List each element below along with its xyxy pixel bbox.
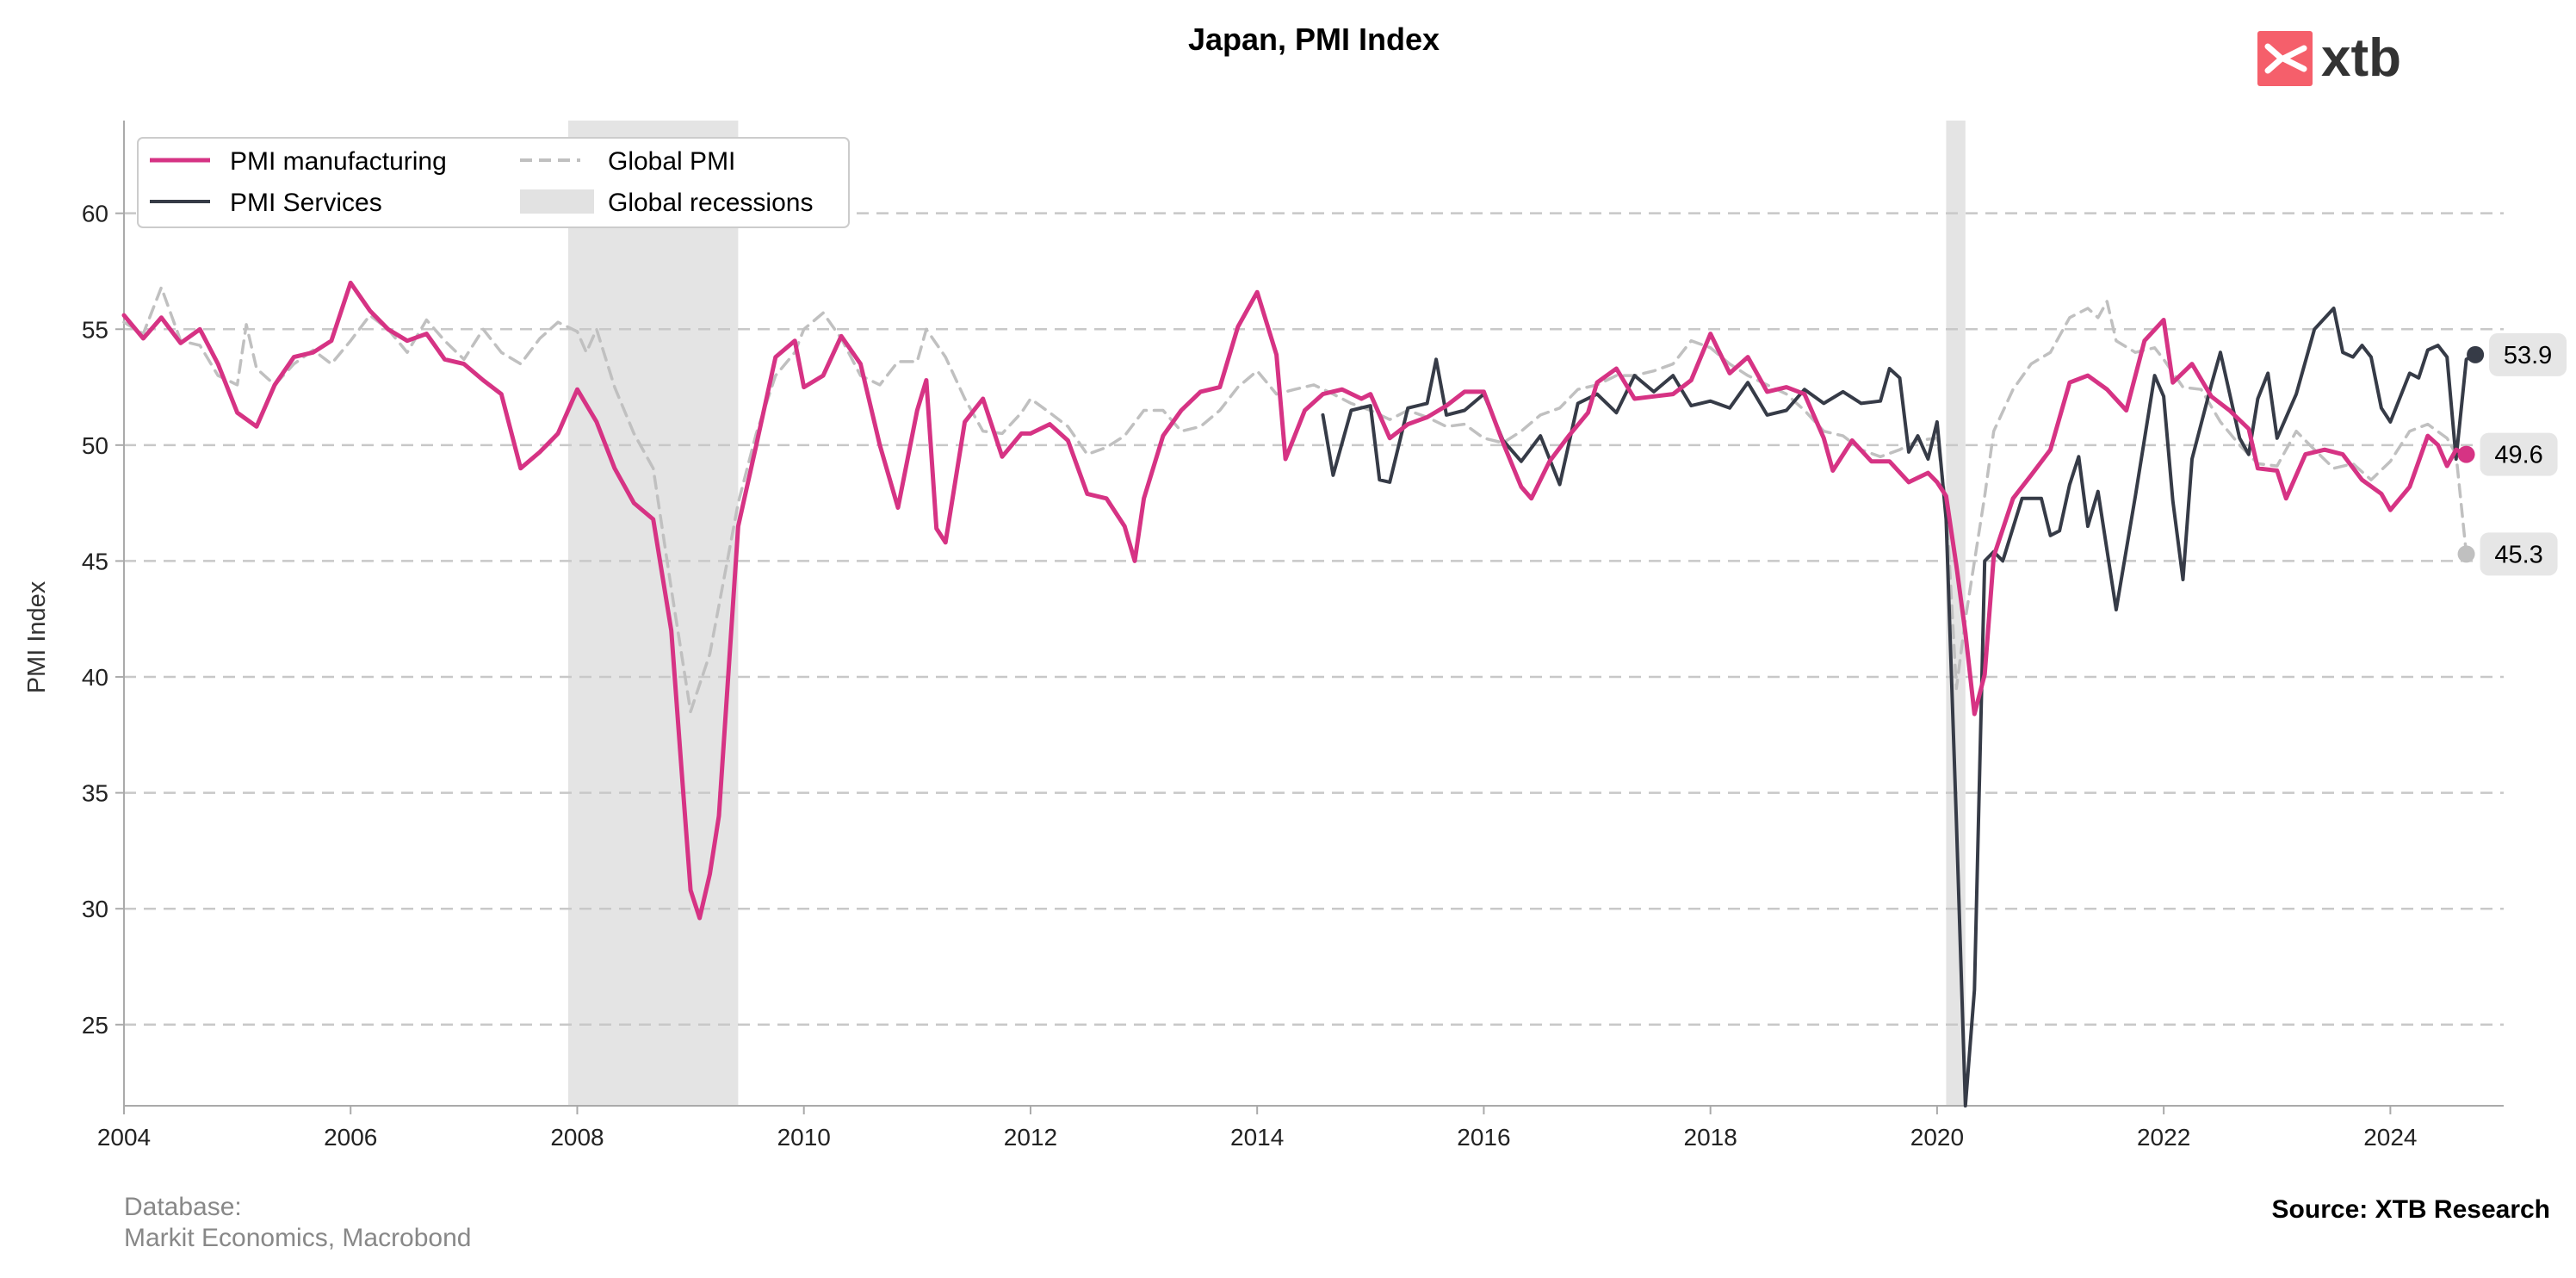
- y-tick-label-50: 50: [82, 432, 108, 459]
- recession-band-1: [1946, 121, 1966, 1106]
- x-tick-label-2006: 2006: [324, 1124, 377, 1151]
- footer-source: Source: XTB Research: [2272, 1195, 2550, 1224]
- legend-swatch-global-recessions: [520, 189, 594, 214]
- x-tick-label-2010: 2010: [777, 1124, 831, 1151]
- x-tick-label-2014: 2014: [1230, 1124, 1284, 1151]
- x-tick-label-2016: 2016: [1457, 1124, 1510, 1151]
- end-label-box-global-pmi: [2480, 532, 2558, 576]
- y-tick-label-55: 55: [82, 316, 108, 343]
- y-tick-label-60: 60: [82, 201, 108, 227]
- series-line-pmi-services: [1321, 307, 2478, 1107]
- xtb-logo: xtb: [2257, 28, 2401, 88]
- series-line-global-pmi: [122, 286, 2468, 714]
- end-label-pmi-manufacturing: 49.6: [2494, 442, 2542, 469]
- legend-label-pmi-manufacturing: PMI manufacturing: [230, 147, 447, 176]
- series-line-pmi-manufacturing: [121, 280, 2469, 921]
- end-label-global-pmi: 45.3: [2494, 541, 2542, 568]
- y-tick-label-30: 30: [82, 896, 108, 922]
- y-tick-label-45: 45: [82, 548, 108, 574]
- x-tick-label-2020: 2020: [1910, 1124, 1964, 1151]
- legend: PMI manufacturing PMI Services Global PM…: [137, 137, 850, 228]
- footer-database-label: Database:: [124, 1193, 242, 1221]
- end-marker-global-pmi: [2457, 545, 2475, 563]
- y-tick-label-40: 40: [82, 664, 108, 691]
- end-marker-pmi-services: [2467, 345, 2485, 363]
- y-tick-label-35: 35: [82, 780, 108, 807]
- grid-lines: [124, 212, 2504, 1027]
- end-marker-pmi-manufacturing: [2457, 445, 2475, 463]
- recession-band-0: [567, 121, 739, 1106]
- x-ticks: 2004 2006 2008 2010 2012 2014 2016 2018 2020 2022…: [97, 1106, 2418, 1151]
- series-lines: [121, 280, 2478, 1107]
- x-tick-label-2024: 2024: [2363, 1124, 2417, 1151]
- legend-box: [137, 137, 850, 228]
- recession-bands: [567, 121, 1966, 1106]
- y-tick-label-25: 25: [82, 1012, 108, 1039]
- axes: [123, 121, 2504, 1107]
- legend-label-global-recessions: Global recessions: [608, 189, 813, 217]
- x-tick-label-2004: 2004: [97, 1124, 151, 1151]
- x-tick-label-2022: 2022: [2137, 1124, 2190, 1151]
- legend-label-global-pmi: Global PMI: [608, 147, 735, 176]
- x-tick-label-2018: 2018: [1684, 1124, 1737, 1151]
- x-tick-label-2012: 2012: [1004, 1124, 1057, 1151]
- chart-title: Japan, PMI Index: [1188, 22, 1440, 57]
- end-label-box-pmi-manufacturing: [2480, 432, 2558, 476]
- xtb-logo-arrow-icon: [2264, 43, 2307, 74]
- legend-label-pmi-services: PMI Services: [230, 189, 382, 217]
- y-ticks: 25 30 35 40 45 50 55 60: [82, 201, 124, 1039]
- xtb-logo-text: xtb: [2321, 28, 2401, 88]
- end-labels: 49.6 53.9 45.3: [2457, 332, 2567, 576]
- end-label-pmi-services: 53.9: [2504, 342, 2552, 369]
- footer-database-value: Markit Economics, Macrobond: [124, 1224, 471, 1252]
- end-label-box-pmi-services: [2489, 332, 2567, 376]
- y-axis-label: PMI Index: [23, 580, 51, 693]
- x-tick-label-2008: 2008: [550, 1124, 604, 1151]
